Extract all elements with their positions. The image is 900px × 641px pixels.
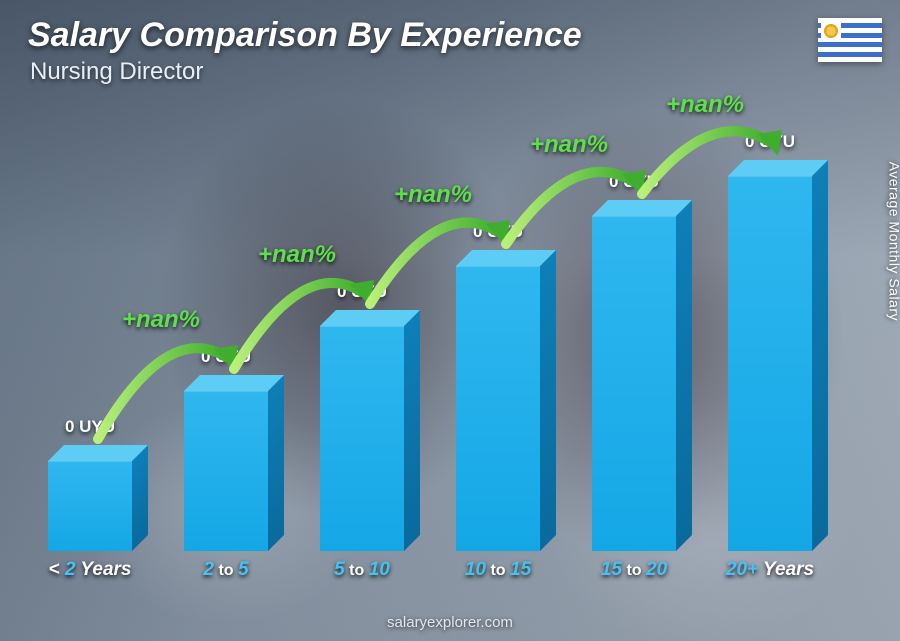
growth-arc	[30, 100, 850, 581]
sun-icon	[821, 21, 841, 41]
flag-uruguay	[818, 18, 882, 62]
y-axis-label: Average Monthly Salary	[886, 161, 900, 320]
chart-title: Salary Comparison By Experience	[28, 16, 582, 55]
bar-chart: 0 UYU< 2 Years0 UYU2 to 5+nan%0 UYU5 to …	[30, 100, 850, 581]
footer-attribution: salaryexplorer.com	[0, 614, 900, 631]
infographic-canvas: Salary Comparison By Experience Nursing …	[0, 0, 900, 641]
chart-subtitle: Nursing Director	[30, 58, 203, 86]
